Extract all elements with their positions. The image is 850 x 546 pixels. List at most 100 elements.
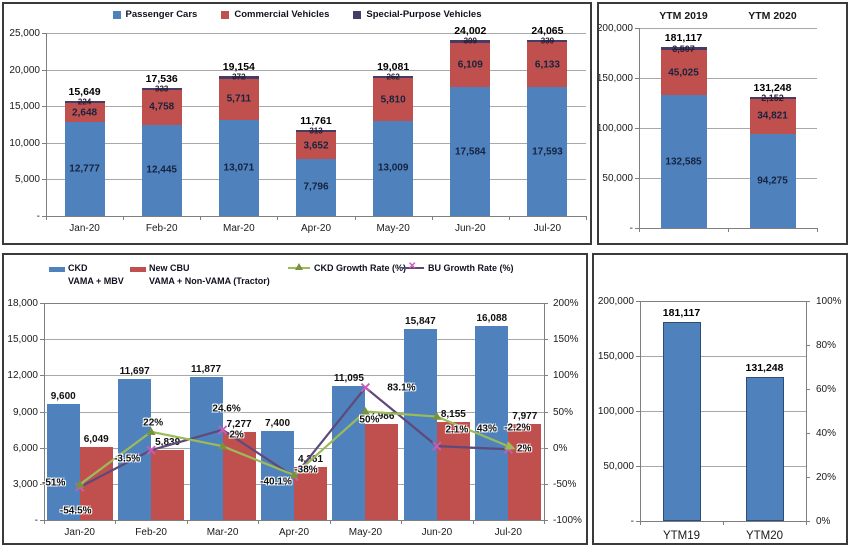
x-axis-line [44, 520, 544, 521]
y-axis-tick-label: 6,000 [12, 442, 38, 454]
bar-segment-value-special: 309 [463, 36, 477, 46]
legend-swatch-new-cbu-icon [130, 267, 146, 272]
y-axis-tick-mark [636, 356, 640, 357]
bar-segment-passenger-cars [527, 87, 568, 216]
legend-swatch-icon [221, 10, 230, 19]
bar-ckd [261, 430, 294, 520]
x-axis-tick-mark [46, 216, 47, 220]
x-axis-tick-mark [586, 216, 587, 220]
y-axis-tick-label: - [630, 516, 634, 527]
bar-total-label: 24,002 [454, 25, 487, 38]
right-axis-tick-label: 200% [553, 298, 579, 309]
right-axis-tick-label: 100% [553, 370, 579, 382]
plot-right-border [806, 301, 807, 521]
growth-point-label: 2.1% [445, 424, 469, 436]
bar-segment-value-special: 262 [386, 72, 400, 82]
right-axis-tick-label: -100% [553, 515, 582, 526]
y-axis-tick-label: 18,000 [7, 298, 38, 309]
bar-segment-commercial-vehicles [450, 42, 491, 88]
bar-new-cbu [294, 467, 327, 520]
growth-point-label: -38% [294, 464, 318, 476]
bar-segment-commercial-vehicles [373, 78, 414, 121]
bar-segment-value-special: 313 [309, 126, 323, 136]
bar-segment-value: 17,593 [532, 146, 563, 158]
x-axis-tick-mark [200, 216, 202, 220]
x-axis-tick-mark [258, 520, 260, 524]
x-marker-icon [146, 445, 156, 455]
chart-panel-ckd-cbu-growth: CKD VAMA + MBV New CBU VAMA + Non-VAMA (Tra… [2, 253, 588, 545]
right-axis-tick-label: 80% [816, 340, 837, 351]
y-axis-tick-mark [42, 33, 46, 34]
bar-segment-value: 45,025 [668, 67, 699, 79]
bar-segment-commercial-vehicles [296, 132, 336, 159]
legend-label: Passenger Cars [125, 9, 198, 20]
bar-segment-value-special: 3,507 [672, 43, 695, 54]
y-axis-tick-label: 3,000 [12, 478, 38, 490]
x-category-label: Mar-20 [206, 527, 239, 538]
bar-segment-special-purpose-vehicles [64, 101, 105, 104]
y-axis-tick-label: 150,000 [597, 351, 634, 362]
x-category-label: Feb-20 [135, 527, 167, 538]
y-axis-tick-mark [40, 375, 44, 377]
legend-label: Commercial Vehicles [234, 9, 330, 20]
x-axis-tick-mark [329, 520, 331, 524]
right-axis-tick-mark [544, 303, 548, 304]
bar-value-label-ckd: 7,400 [264, 417, 291, 429]
x-marker-icon [432, 441, 442, 451]
x-category-label: Apr-20 [278, 527, 309, 538]
y-axis-line [44, 303, 45, 520]
bar-new-cbu [508, 423, 542, 520]
y-axis-tick-mark [40, 303, 44, 304]
y-axis-tick-label: 9,000 [12, 406, 38, 418]
bar-segment-passenger-cars [218, 120, 259, 216]
bar-new-cbu [436, 421, 470, 520]
triangle-marker-icon [289, 470, 299, 479]
bar-total-label: 181,117 [662, 306, 701, 319]
bar-new-cbu [151, 449, 185, 520]
y-axis-tick-label: - [36, 211, 40, 222]
growth-point-label: -51% [42, 477, 66, 489]
gridline [640, 411, 806, 412]
bar-segment-value: 6,109 [457, 59, 483, 71]
y-axis-tick-mark [635, 78, 639, 79]
x-category-label: Jul-20 [494, 527, 522, 538]
y-axis-tick-label: 100,000 [597, 123, 633, 134]
arrowhead-icon [504, 441, 516, 450]
y-axis-tick-mark [42, 106, 46, 108]
bar-segment-special-purpose-vehicles [296, 129, 336, 133]
bar-segment-special-purpose-vehicles [373, 76, 414, 79]
bar-new-cbu [365, 423, 399, 520]
right-axis-tick-label: 40% [816, 428, 837, 439]
legend-label-ckd-growth: CKD Growth Rate (%) [314, 263, 406, 273]
bar-segment-value: 132,585 [665, 156, 702, 168]
x-category-label: Jun-20 [421, 527, 453, 538]
right-axis-tick-label: 20% [816, 472, 837, 483]
right-axis-tick-label: 60% [816, 384, 837, 395]
right-axis-tick-mark [544, 375, 548, 377]
y-axis-tick-label: 12,000 [7, 370, 38, 382]
plot-top-border [640, 301, 806, 302]
x-category-label: Apr-20 [300, 223, 331, 234]
x-category-label: Jun-20 [454, 223, 486, 234]
x-axis-tick-mark [115, 520, 117, 524]
bar-total-label: 131,248 [753, 81, 792, 94]
legend-item-commercial-vehicles: Commercial Vehicles [221, 9, 329, 20]
y-axis-tick-mark [635, 178, 639, 179]
x-category-label: Feb-20 [145, 223, 178, 234]
bar-segment-special-purpose-vehicles [749, 96, 796, 99]
bar-value-label-ckd: 11,877 [191, 363, 222, 375]
x-axis-tick-mark [472, 520, 474, 524]
bar-segment-special-purpose-vehicles [141, 87, 182, 91]
triangle-marker-icon [432, 412, 442, 420]
legend-item-special-purpose-vehicles: Special-Purpose Vehicles [353, 9, 482, 20]
y-axis-tick-mark [636, 521, 640, 522]
bar-ckd [475, 326, 509, 520]
y-axis-tick-label: 20,000 [9, 64, 40, 76]
bar-segment-commercial-vehicles [218, 78, 259, 121]
right-axis-tick-mark [544, 339, 548, 341]
bar-segment-value: 5,810 [380, 94, 406, 105]
bar-segment-special-purpose-vehicles [450, 40, 491, 43]
gridline [639, 78, 817, 79]
bar-total-label: 24,065 [531, 24, 564, 37]
growth-point-label: 24.6% [212, 403, 241, 415]
